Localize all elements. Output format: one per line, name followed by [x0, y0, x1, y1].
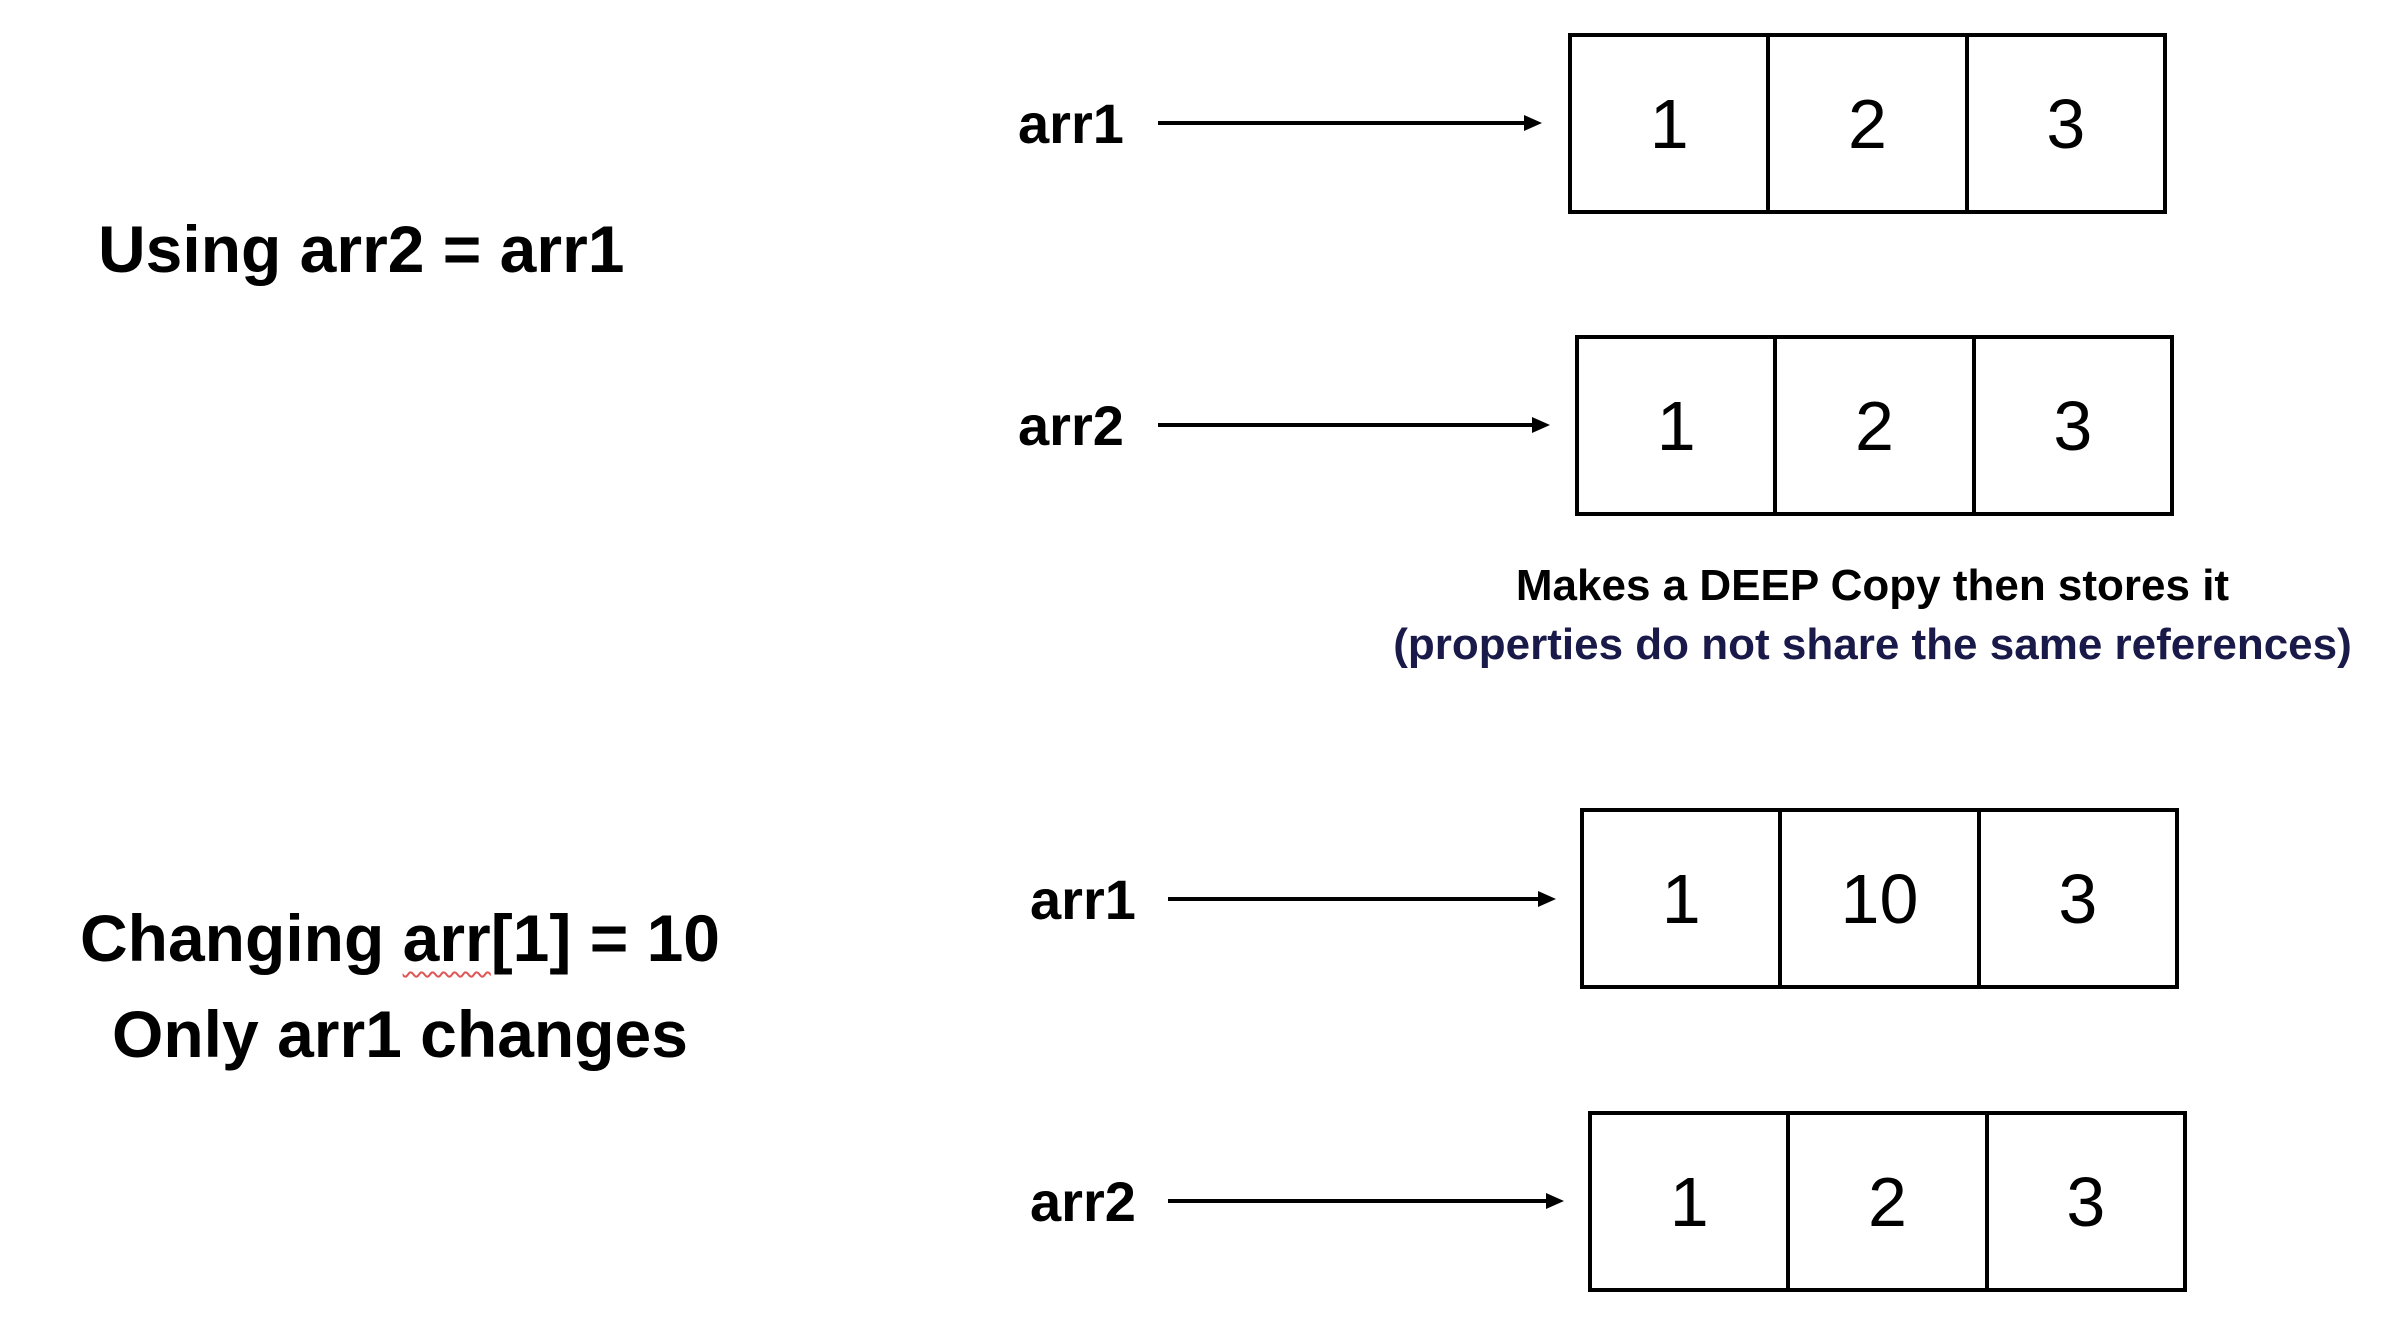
- array-cell: 1: [1592, 1115, 1791, 1288]
- arrow-icon: [1158, 103, 1542, 143]
- arrow-icon: [1158, 405, 1550, 445]
- array-cell: 2: [1790, 1115, 1989, 1288]
- array-box: 1 10 3: [1580, 808, 2179, 989]
- array-cell: 3: [2066, 1162, 2106, 1241]
- arrow-icon: [1168, 1181, 1564, 1221]
- array-cell: 1: [1579, 339, 1778, 512]
- array-cell: 10: [1782, 812, 1981, 985]
- array-cell: 3: [2053, 386, 2093, 465]
- array-box: 1 2 3: [1568, 33, 2167, 214]
- section2-heading: Changing arr[1] = 10 Only arr1 changes: [40, 890, 760, 1082]
- array-cell: 1: [1584, 812, 1783, 985]
- arr2-label: arr2: [1018, 394, 1124, 457]
- array-box: 1 2 3: [1575, 335, 2174, 516]
- note-line-2: (properties do not share the same refere…: [1393, 620, 2352, 670]
- section2-heading-line1: Changing arr[1] = 10: [80, 901, 720, 975]
- array-cell: 2: [1770, 37, 1969, 210]
- arr2-label: arr2: [1030, 1170, 1136, 1233]
- array-cell: 3: [2046, 84, 2086, 163]
- note-line-1: Makes a DEEP Copy then stores it: [1515, 561, 2230, 610]
- array-cell: 2: [1777, 339, 1976, 512]
- deep-copy-note: Makes a DEEP Copy then stores it (proper…: [1390, 556, 2355, 675]
- array-cell: 1: [1572, 37, 1771, 210]
- section1-heading: Using arr2 = arr1: [98, 212, 625, 286]
- array-box: 1 2 3: [1588, 1111, 2187, 1292]
- arrow-icon: [1168, 879, 1556, 919]
- arr1-label: arr1: [1018, 92, 1124, 155]
- misspelled-word: arr: [402, 901, 491, 975]
- section2-heading-line2: Only arr1 changes: [112, 997, 688, 1071]
- arr1-label: arr1: [1030, 868, 1136, 931]
- array-cell: 3: [2058, 859, 2098, 938]
